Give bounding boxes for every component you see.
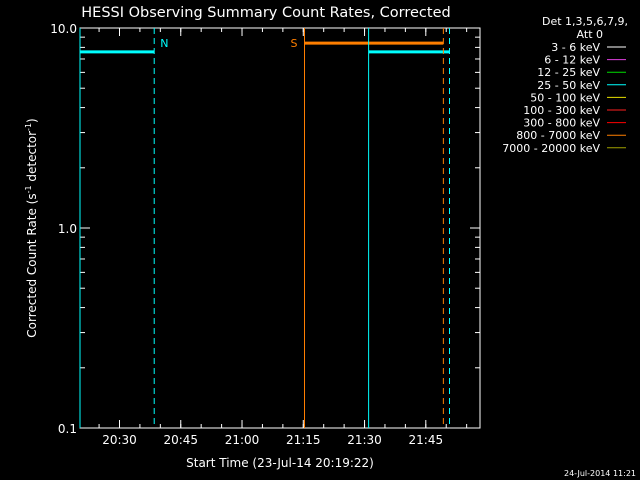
legend-entry-label: 800 - 7000 keV xyxy=(516,129,600,142)
plot-frame xyxy=(79,27,481,429)
legend-entry-label: 12 - 25 keV xyxy=(537,66,600,79)
chart-title: HESSI Observing Summary Count Rates, Cor… xyxy=(81,5,450,21)
x-axis-label: Start Time (23-Jul-14 20:19:22) xyxy=(186,456,374,470)
time-marker-label: N xyxy=(160,37,168,50)
x-tick-label: 21:15 xyxy=(286,433,321,447)
axes-layer: 20:30 20:45 21:00 21:15 21:30 21:45 0.1 1.0 10.0 xyxy=(50,22,481,447)
legend-entry-label: 300 - 800 keV xyxy=(523,117,600,130)
y-tick-label: 1.0 xyxy=(58,222,77,236)
time-marker-label: S xyxy=(291,37,298,50)
legend-entry-label: 100 - 300 keV xyxy=(523,104,600,117)
y-axis-label-sup: -1 xyxy=(24,123,33,131)
x-tick-label: 20:30 xyxy=(102,433,137,447)
footer-date: 24-Jul-2014 11:21 xyxy=(564,469,636,478)
legend-entry-label: 6 - 12 keV xyxy=(544,54,600,67)
y-tick-label: 0.1 xyxy=(58,422,77,436)
legend-header: Det 1,3,5,6,7,9, xyxy=(542,15,628,28)
x-tick-label: 21:45 xyxy=(409,433,444,447)
legend-entry-label: 3 - 6 keV xyxy=(551,41,600,54)
x-tick-label: 20:45 xyxy=(163,433,198,447)
legend-entry-label: 25 - 50 keV xyxy=(537,79,600,92)
legend-entry-label: 7000 - 20000 keV xyxy=(502,142,600,155)
y-axis-label: Corrected Count Rate (s-1 detector-1) xyxy=(24,118,39,337)
x-tick-label: 21:00 xyxy=(225,433,260,447)
y-axis-label-part: detector xyxy=(25,131,39,186)
legend-header: Att 0 xyxy=(577,28,603,41)
x-tick-label: 21:30 xyxy=(347,433,382,447)
legend-entry-label: 50 - 100 keV xyxy=(530,91,600,104)
series-layer xyxy=(80,41,450,54)
y-axis-label-part: Corrected Count Rate (s xyxy=(25,193,39,337)
y-axis-label-sup: -1 xyxy=(24,185,33,193)
y-tick-label: 10.0 xyxy=(50,22,77,36)
y-axis-label-part: ) xyxy=(25,118,39,123)
